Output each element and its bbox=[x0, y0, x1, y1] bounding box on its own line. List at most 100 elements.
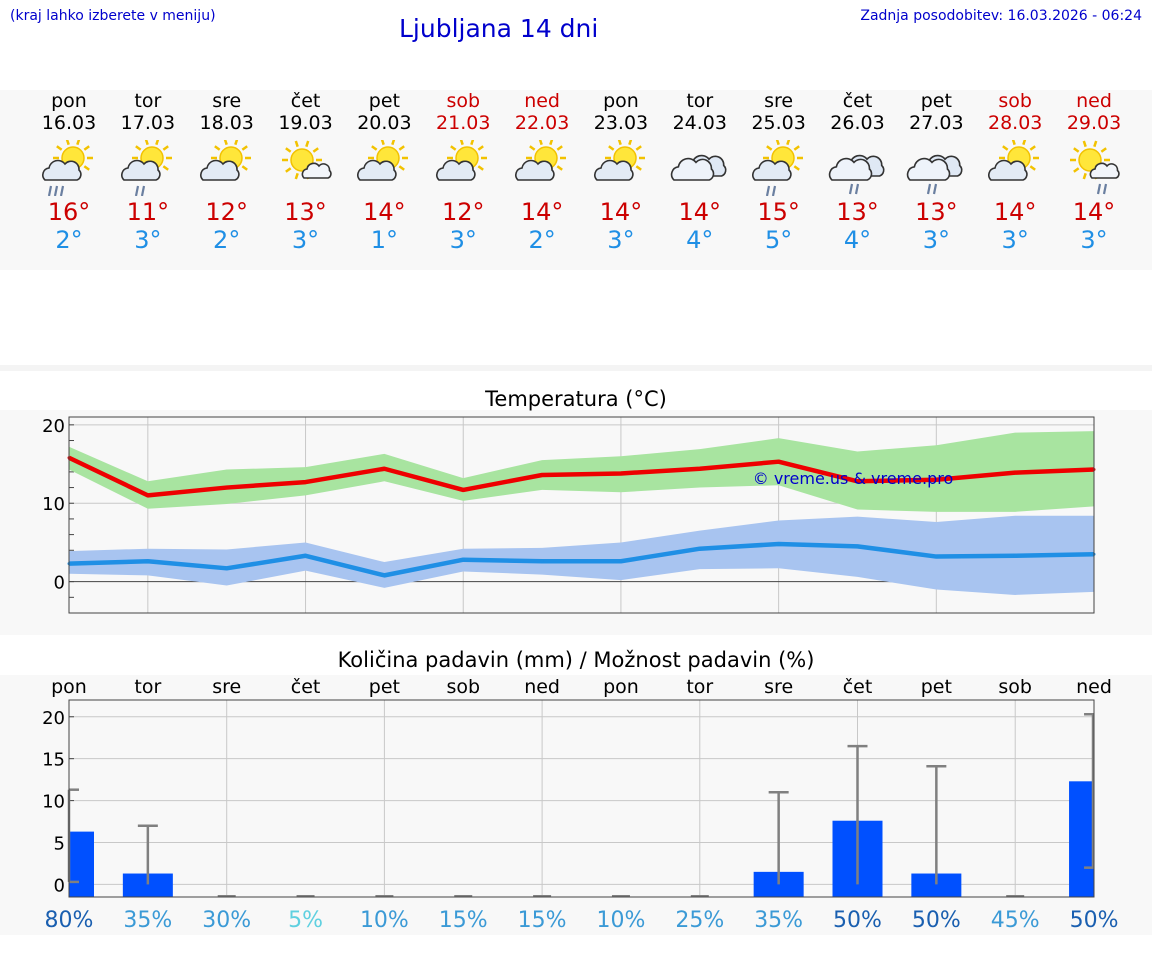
day-column: sre 18.03 12° 2° bbox=[187, 90, 267, 254]
max-temperature: 12° bbox=[441, 198, 485, 226]
sun-cloud-heavy-rain-icon bbox=[42, 138, 93, 197]
sun-cloud-icon bbox=[199, 138, 251, 181]
day-date: 17.03 bbox=[120, 112, 176, 134]
day-date: 19.03 bbox=[278, 112, 333, 134]
cloud-rain-icon bbox=[906, 140, 966, 196]
forecast-strip bbox=[0, 90, 1152, 270]
day-column: pon 23.03 14° 3° bbox=[581, 90, 661, 254]
sun-cloud-rain-icon bbox=[118, 138, 178, 197]
min-temperature: 2° bbox=[55, 226, 83, 254]
day-date: 27.03 bbox=[909, 112, 964, 134]
min-temperature: 3° bbox=[449, 226, 477, 254]
day-column: pet 27.03 13° 3° bbox=[896, 90, 976, 254]
day-column: pon 16.03 16° 2° bbox=[29, 90, 109, 254]
day-column: tor 24.03 14° 4° bbox=[660, 90, 740, 254]
day-date: 26.03 bbox=[830, 112, 885, 134]
min-temperature: 4° bbox=[843, 226, 872, 254]
day-date: 28.03 bbox=[987, 112, 1043, 134]
day-name: tor bbox=[134, 90, 162, 112]
min-temperature: 3° bbox=[291, 226, 320, 254]
max-temperature: 11° bbox=[126, 198, 170, 226]
page-title: Ljubljana 14 dni bbox=[399, 14, 599, 43]
max-temperature: 14° bbox=[363, 198, 406, 226]
day-date: 23.03 bbox=[593, 112, 649, 134]
day-date: 18.03 bbox=[199, 112, 254, 134]
max-temperature: 14° bbox=[993, 198, 1037, 226]
day-column: ned 22.03 14° 2° bbox=[502, 90, 582, 254]
day-date: 29.03 bbox=[1066, 112, 1122, 134]
day-date: 22.03 bbox=[514, 112, 570, 134]
sun-cloud-rain-icon bbox=[749, 138, 809, 197]
min-temperature: 3° bbox=[922, 226, 950, 254]
day-name: sob bbox=[446, 90, 481, 112]
sun-small-cloud-rain-icon bbox=[1070, 140, 1120, 195]
sun-cloud-icon bbox=[593, 138, 645, 181]
min-temperature: 3° bbox=[607, 226, 635, 254]
day-column: sob 28.03 14° 3° bbox=[975, 90, 1055, 254]
min-temperature: 1° bbox=[370, 226, 399, 254]
day-column: čet 26.03 13° 4° bbox=[818, 90, 898, 254]
max-temperature: 12° bbox=[205, 198, 248, 226]
max-temperature: 14° bbox=[1072, 198, 1116, 226]
sun-cloud-icon bbox=[985, 138, 1045, 196]
max-temperature: 13° bbox=[284, 198, 327, 226]
cloud-icon bbox=[670, 140, 730, 196]
sun-small-cloud-icon bbox=[276, 140, 336, 196]
day-name: sob bbox=[998, 90, 1032, 112]
day-date: 16.03 bbox=[41, 112, 97, 134]
day-date: 25.03 bbox=[751, 112, 806, 134]
max-temperature: 13° bbox=[915, 198, 958, 226]
day-name: čet bbox=[290, 90, 321, 112]
day-name: ned bbox=[524, 90, 560, 112]
last-update: Zadnja posodobitev: 16.03.2026 - 06:24 bbox=[860, 8, 1142, 24]
temperature-chart-title: Temperatura (°C) bbox=[485, 387, 667, 411]
day-name: ned bbox=[1076, 90, 1112, 112]
day-date: 20.03 bbox=[357, 112, 412, 134]
day-column: tor 17.03 11° 3° bbox=[108, 90, 188, 254]
sun-cloud-icon bbox=[436, 138, 488, 181]
day-name: pon bbox=[51, 90, 87, 112]
day-column: pet 20.03 14° 1° bbox=[344, 90, 424, 254]
max-temperature: 14° bbox=[520, 198, 564, 226]
sun-cloud-icon bbox=[197, 138, 257, 196]
day-name: sre bbox=[212, 90, 242, 112]
sun-cloud-rain-icon bbox=[751, 138, 803, 197]
min-temperature: 4° bbox=[686, 226, 714, 254]
precipitation-panel bbox=[0, 675, 1152, 935]
separator bbox=[0, 365, 1152, 371]
cloud-icon bbox=[670, 154, 727, 181]
sun-small-cloud-rain-icon bbox=[1064, 140, 1124, 196]
sun-cloud-icon bbox=[357, 138, 409, 181]
min-temperature: 3° bbox=[1080, 226, 1108, 254]
max-temperature: 15° bbox=[757, 198, 800, 226]
day-name: sre bbox=[764, 90, 794, 112]
day-column: ned 29.03 14° 3° bbox=[1054, 90, 1134, 254]
min-temperature: 3° bbox=[134, 226, 162, 254]
day-name: pet bbox=[920, 90, 952, 112]
max-temperature: 14° bbox=[678, 198, 722, 226]
max-temperature: 14° bbox=[599, 198, 643, 226]
min-temperature: 2° bbox=[528, 226, 556, 254]
sun-small-cloud-icon bbox=[281, 140, 332, 180]
precipitation-chart-title: Količina padavin (mm) / Možnost padavin … bbox=[337, 648, 815, 672]
max-temperature: 16° bbox=[47, 198, 91, 226]
cloud-rain-icon bbox=[828, 140, 888, 196]
day-date: 24.03 bbox=[672, 112, 727, 134]
region-hint: (kraj lahko izberete v meniju) bbox=[10, 8, 216, 24]
day-column: sre 25.03 15° 5° bbox=[739, 90, 819, 254]
min-temperature: 2° bbox=[213, 226, 241, 254]
sun-cloud-heavy-rain-icon bbox=[39, 138, 99, 197]
day-date: 21.03 bbox=[436, 112, 491, 134]
day-column: sob 21.03 12° 3° bbox=[423, 90, 503, 254]
day-column: čet 19.03 13° 3° bbox=[266, 90, 346, 254]
sun-cloud-icon bbox=[512, 138, 572, 196]
min-temperature: 3° bbox=[1001, 226, 1029, 254]
sun-cloud-icon bbox=[988, 138, 1040, 181]
temperature-panel bbox=[0, 410, 1152, 635]
sun-cloud-icon bbox=[515, 138, 567, 181]
max-temperature: 13° bbox=[836, 198, 879, 226]
min-temperature: 5° bbox=[765, 226, 793, 254]
day-name: tor bbox=[686, 90, 714, 112]
sun-cloud-rain-icon bbox=[120, 138, 172, 197]
day-name: pet bbox=[368, 90, 400, 112]
